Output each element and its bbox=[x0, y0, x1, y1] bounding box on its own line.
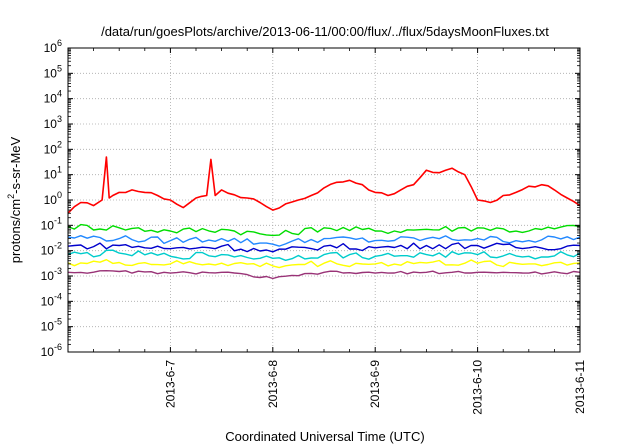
series-line bbox=[67, 249, 581, 261]
y-tick-label: 10-4 bbox=[41, 291, 62, 308]
y-tick-label: 10-1 bbox=[41, 215, 62, 232]
y-axis-label-sup: 2 bbox=[6, 194, 16, 199]
series-line bbox=[67, 270, 581, 280]
grid bbox=[68, 48, 580, 352]
x-tick-label: 2013-6-7 bbox=[163, 360, 177, 408]
series-line bbox=[67, 223, 581, 237]
y-tick-label: 10-2 bbox=[41, 241, 62, 258]
y-tick-label: 105 bbox=[44, 63, 62, 80]
series-line bbox=[67, 234, 581, 247]
series-line bbox=[67, 156, 581, 214]
series-group bbox=[67, 156, 581, 280]
y-tick-label: 103 bbox=[44, 114, 62, 131]
x-tick-label: 2013-6-9 bbox=[368, 360, 382, 408]
y-tick-label: 10-6 bbox=[41, 342, 62, 359]
x-axis: 2013-6-7 2013-6-8 2013-6-9 2013-6-10 2013-6-… bbox=[93, 48, 587, 415]
y-axis-label-rest: -s-sr-MeV bbox=[8, 136, 23, 193]
y-tick-label: 104 bbox=[44, 89, 62, 106]
chart-title: /data/run/goesPlots/archive/2013-06-11/0… bbox=[101, 24, 549, 39]
series-line bbox=[67, 259, 581, 269]
x-tick-label: 2013-6-11 bbox=[573, 360, 587, 414]
y-axis: 10-6 10-5 10-4 10-3 10-2 10-1 100 101 102 103 104 1… bbox=[41, 38, 580, 359]
y-tick-label: 10-3 bbox=[41, 266, 62, 283]
x-tick-label: 2013-6-10 bbox=[471, 360, 485, 415]
x-axis-label: Coordinated Universal Time (UTC) bbox=[225, 429, 424, 444]
y-axis-label-base: protons/cm bbox=[8, 199, 23, 263]
y-axis-label: protons/cm2-s-sr-MeV bbox=[6, 136, 23, 263]
y-tick-label: 101 bbox=[44, 165, 62, 182]
y-tick-label: 106 bbox=[44, 38, 62, 55]
y-tick-label: 10-5 bbox=[41, 317, 62, 334]
x-tick-label: 2013-6-8 bbox=[266, 360, 280, 408]
y-tick-label: 102 bbox=[44, 139, 62, 156]
series-line bbox=[67, 242, 581, 253]
y-tick-label: 100 bbox=[44, 190, 62, 207]
